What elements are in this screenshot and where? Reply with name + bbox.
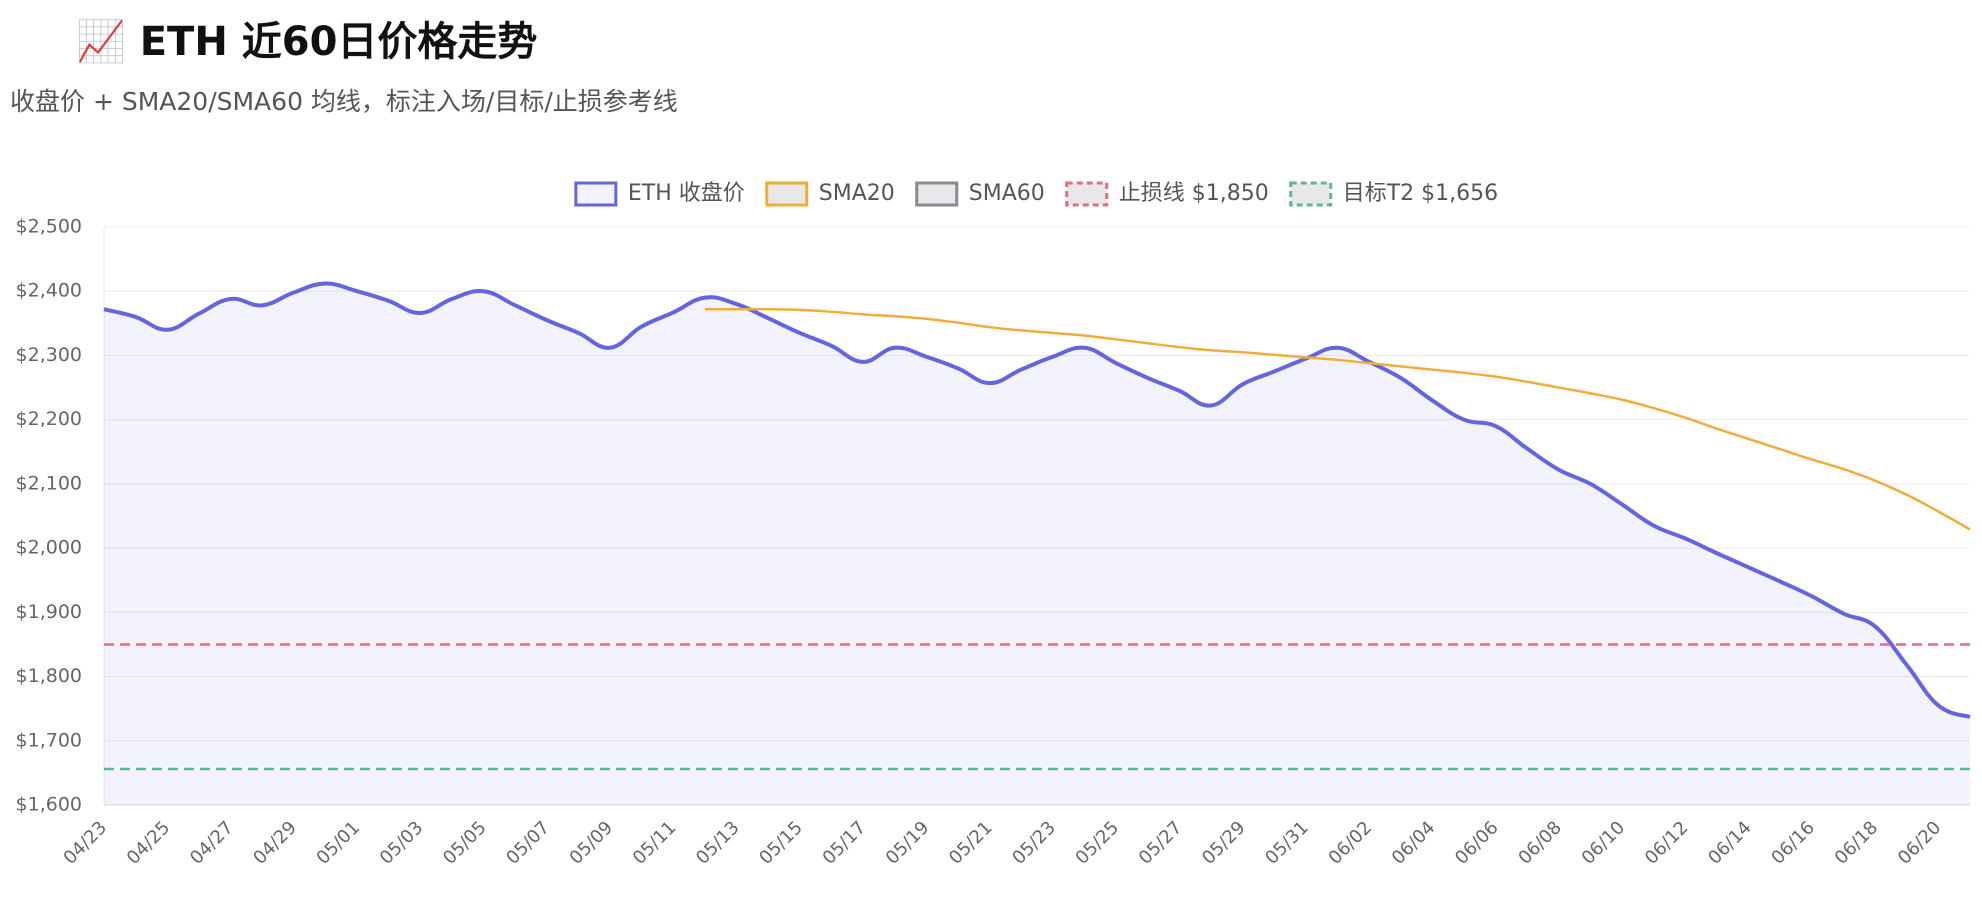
x-tick-label: 05/29	[1198, 817, 1250, 869]
legend-swatch	[574, 181, 618, 207]
line	[103, 281, 1971, 719]
x-tick-label: 06/02	[1325, 817, 1377, 869]
legend: ETH 收盘价 SMA20 SMA60 止损线 $1,850 目标T2 $1,656	[574, 181, 1498, 207]
x-tick-label: 06/12	[1641, 817, 1693, 869]
legend-label: SMA60	[969, 181, 1045, 206]
x-tick-label: 06/10	[1578, 817, 1630, 869]
x-tick-label: 06/18	[1831, 817, 1883, 869]
legend-swatch	[915, 181, 959, 207]
y-tick-label: $1,700	[16, 729, 82, 751]
x-tick-label: 06/20	[1894, 817, 1946, 869]
x-tick-label: 05/01	[313, 817, 365, 869]
x-tick-label: 04/25	[123, 817, 175, 869]
legend-swatch	[1065, 181, 1109, 207]
x-tick-label: 04/23	[60, 817, 112, 869]
x-tick-label: 06/06	[1451, 817, 1503, 869]
legend-label: 目标T2 $1,656	[1343, 181, 1498, 206]
x-tick-label: 05/21	[945, 817, 997, 869]
x-tick-label: 06/04	[1388, 817, 1440, 869]
y-tick-label: $2,300	[16, 344, 82, 366]
x-tick-label: 05/07	[502, 817, 554, 869]
x-tick-label: 06/08	[1514, 817, 1566, 869]
x-tick-label: 05/19	[882, 817, 934, 869]
y-tick-label: $2,100	[16, 472, 82, 494]
x-tick-label: 05/09	[566, 817, 618, 869]
x-tick-label: 05/27	[1135, 817, 1187, 869]
x-tick-label: 05/05	[439, 817, 491, 869]
chart-subtitle: 收盘价 + SMA20/SMA60 均线，标注入场/目标/止损参考线	[10, 87, 678, 116]
y-tick-label: $2,500	[16, 216, 82, 238]
x-tick-label: 05/17	[819, 817, 871, 869]
y-tick-label: $1,900	[16, 601, 82, 623]
line	[704, 307, 1971, 531]
x-tick-label: 06/16	[1767, 817, 1819, 869]
y-tick-label: $1,600	[16, 794, 82, 816]
legend-label: ETH 收盘价	[628, 181, 745, 206]
chart-title: 📈 ETH 近60日价格走势	[76, 18, 537, 65]
legend-swatch	[765, 181, 809, 207]
x-tick-label: 05/11	[629, 817, 681, 869]
y-tick-label: $2,200	[16, 408, 82, 430]
y-tick-label: $2,000	[16, 537, 82, 559]
line-area	[104, 283, 1970, 806]
x-tick-label: 04/27	[186, 817, 238, 869]
x-tick-label: 05/25	[1072, 817, 1124, 869]
legend-label: SMA20	[819, 181, 895, 206]
x-tick-label: 04/29	[249, 817, 301, 869]
y-tick-label: $1,800	[16, 665, 82, 687]
legend-label: 止损线 $1,850	[1119, 181, 1269, 206]
legend-swatch	[1289, 181, 1333, 207]
x-tick-label: 05/13	[692, 817, 744, 869]
x-tick-label: 06/14	[1704, 817, 1756, 869]
x-tick-label: 05/03	[376, 817, 428, 869]
x-tick-label: 05/23	[1008, 817, 1060, 869]
x-tick-label: 05/15	[755, 817, 807, 869]
x-tick-label: 05/31	[1261, 817, 1313, 869]
y-tick-label: $2,400	[16, 280, 82, 302]
